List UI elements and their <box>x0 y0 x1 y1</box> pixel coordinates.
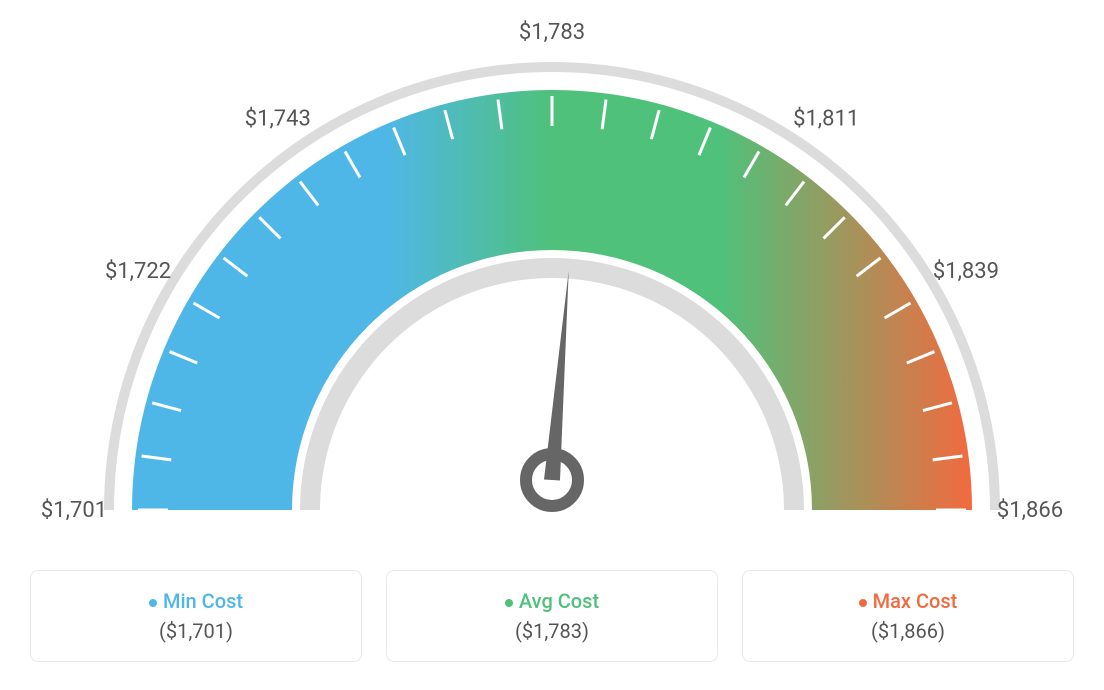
gauge-tick-label: $1,701 <box>41 498 107 523</box>
legend-value-min: ($1,701) <box>51 619 341 643</box>
gauge-tick-label: $1,866 <box>997 498 1063 523</box>
legend-card-avg: Avg Cost ($1,783) <box>386 570 718 662</box>
gauge-tick-label: $1,839 <box>933 259 999 284</box>
legend-title-text-min: Min Cost <box>163 589 243 613</box>
gauge-tick-label: $1,743 <box>245 106 311 131</box>
legend-title-text-avg: Avg Cost <box>519 589 599 613</box>
legend-dot-max <box>859 599 867 607</box>
legend-title-text-max: Max Cost <box>873 589 958 613</box>
legend-container: Min Cost ($1,701) Avg Cost ($1,783) Max … <box>0 570 1104 662</box>
legend-title-max: Max Cost <box>763 589 1053 613</box>
gauge-tick-label: $1,722 <box>105 259 171 284</box>
legend-dot-min <box>149 599 157 607</box>
gauge-tick-label: $1,783 <box>519 20 585 45</box>
legend-title-min: Min Cost <box>51 589 341 613</box>
legend-value-max: ($1,866) <box>763 619 1053 643</box>
legend-title-avg: Avg Cost <box>407 589 697 613</box>
legend-value-avg: ($1,783) <box>407 619 697 643</box>
gauge-tick-label: $1,811 <box>793 106 859 131</box>
gauge-chart: $1,701 $1,722 $1,743 $1,783 $1,811 $1,839 $1,8… <box>0 0 1104 560</box>
legend-card-max: Max Cost ($1,866) <box>742 570 1074 662</box>
legend-dot-avg <box>505 599 513 607</box>
legend-card-min: Min Cost ($1,701) <box>30 570 362 662</box>
gauge-svg: $1,701 $1,722 $1,743 $1,783 $1,811 $1,839 $1,8… <box>0 0 1104 560</box>
